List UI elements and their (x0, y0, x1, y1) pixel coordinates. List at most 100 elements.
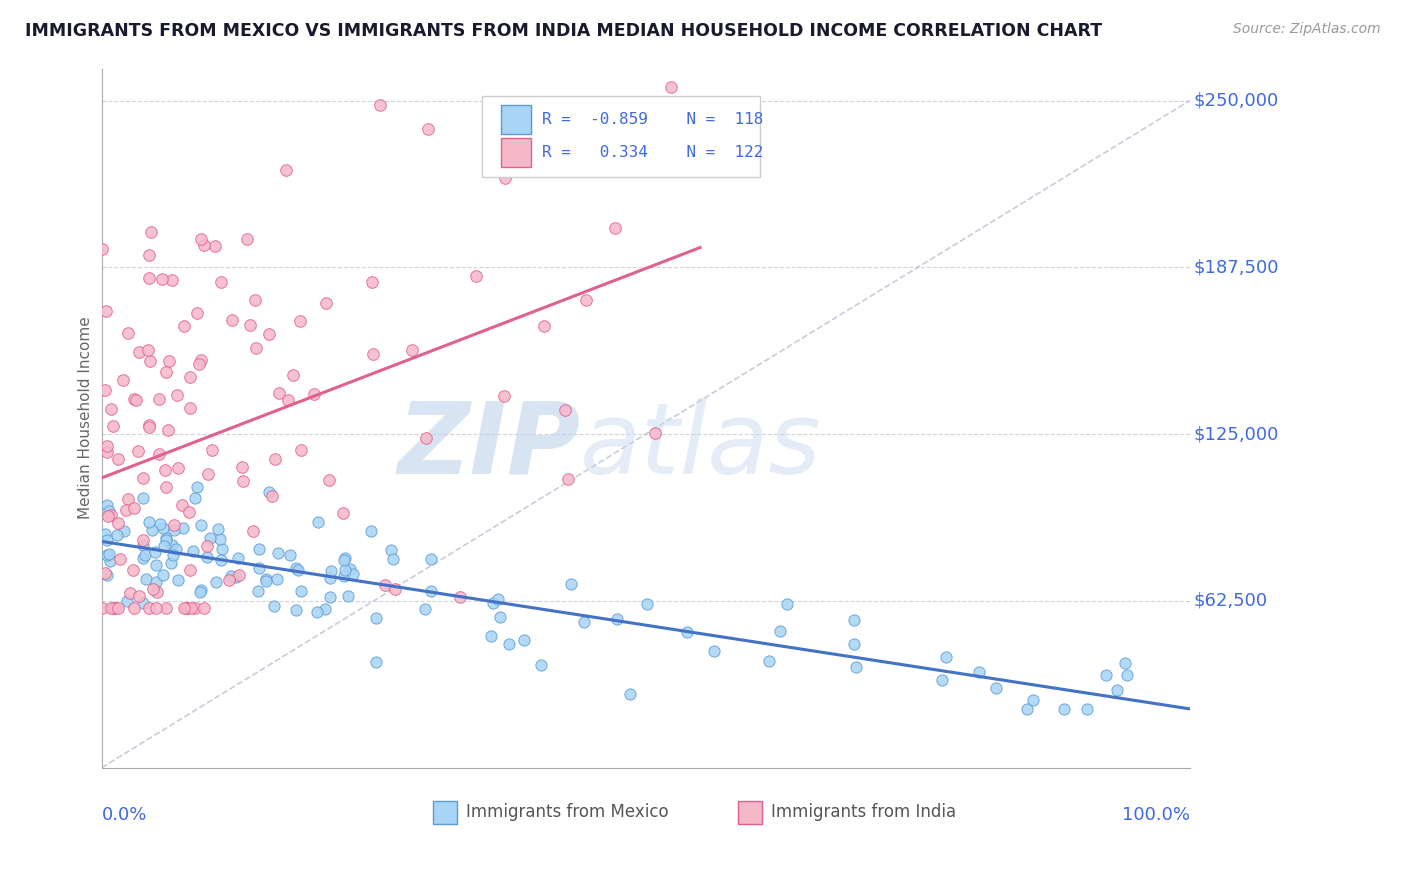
Point (132, 538, 155, 552)
Point (482, 596, 505, 610)
Point (489, 610, 512, 624)
Point (1105, 682, 1128, 697)
Point (90, 600, 112, 615)
Point (195, 550, 218, 565)
Point (221, 313, 243, 327)
Point (1021, 693, 1043, 707)
Point (842, 614, 865, 628)
Point (254, 572, 277, 586)
Point (239, 318, 262, 333)
Text: R =  -0.859    N =  118: R = -0.859 N = 118 (543, 112, 763, 127)
Point (769, 624, 792, 638)
Point (314, 602, 336, 616)
Point (619, 687, 641, 701)
Point (200, 443, 222, 458)
Point (190, 232, 212, 246)
Point (449, 590, 471, 604)
Point (121, 563, 143, 577)
Point (381, 552, 404, 566)
Point (560, 577, 582, 591)
Point (135, 572, 157, 586)
Point (162, 548, 184, 562)
Point (152, 521, 174, 535)
Text: Immigrants from Mexico: Immigrants from Mexico (467, 804, 669, 822)
Point (1053, 702, 1076, 716)
Point (122, 600, 145, 615)
Point (141, 523, 163, 537)
Text: ZIP: ZIP (398, 398, 581, 494)
Point (845, 660, 868, 674)
Point (186, 306, 208, 320)
Point (100, 402, 122, 417)
Point (165, 542, 187, 557)
Text: $62,500: $62,500 (1194, 592, 1267, 610)
Point (155, 531, 177, 545)
Point (170, 498, 193, 512)
Point (100, 508, 122, 523)
Point (153, 463, 176, 477)
Point (155, 600, 177, 615)
Point (96, 445, 118, 459)
Point (319, 591, 342, 605)
Point (179, 563, 201, 577)
Point (418, 122, 440, 136)
Point (117, 491, 139, 506)
Point (333, 569, 356, 583)
Point (315, 296, 337, 310)
Point (209, 275, 232, 289)
Point (145, 600, 167, 615)
Bar (501, 105, 531, 134)
Point (675, 625, 697, 640)
Point (155, 533, 177, 547)
Point (138, 248, 160, 262)
Point (184, 491, 207, 505)
Point (1116, 667, 1139, 681)
Point (245, 341, 267, 355)
Point (494, 171, 516, 186)
Point (190, 352, 212, 367)
Point (266, 572, 288, 586)
Point (96, 548, 118, 562)
Point (208, 532, 231, 546)
Point (105, 527, 128, 541)
Point (288, 314, 311, 328)
Point (160, 273, 183, 287)
Point (264, 451, 287, 466)
Point (984, 681, 1007, 695)
Point (219, 568, 242, 582)
Point (93, 383, 115, 397)
Point (307, 516, 329, 530)
Point (361, 347, 384, 361)
Point (218, 574, 240, 588)
Point (97, 509, 120, 524)
Point (190, 517, 212, 532)
Point (207, 523, 229, 537)
Point (513, 632, 536, 647)
Point (1076, 702, 1098, 716)
Point (281, 368, 304, 382)
Point (166, 460, 188, 475)
Point (486, 592, 509, 607)
Point (204, 239, 226, 253)
Point (124, 392, 146, 406)
Point (148, 447, 170, 461)
Point (187, 357, 209, 371)
Point (156, 424, 179, 438)
Point (166, 388, 188, 402)
Point (96, 533, 118, 547)
Point (277, 393, 299, 408)
Text: $125,000: $125,000 (1194, 425, 1278, 443)
Point (465, 269, 488, 284)
Point (180, 600, 202, 615)
Point (332, 506, 354, 520)
Y-axis label: Median Household Income: Median Household Income (79, 317, 93, 519)
Point (319, 571, 342, 585)
Point (339, 562, 361, 576)
Point (842, 637, 865, 651)
Point (575, 293, 598, 307)
Point (101, 419, 124, 434)
Point (290, 443, 312, 458)
Point (117, 326, 139, 340)
Point (931, 673, 953, 687)
Point (205, 575, 228, 590)
